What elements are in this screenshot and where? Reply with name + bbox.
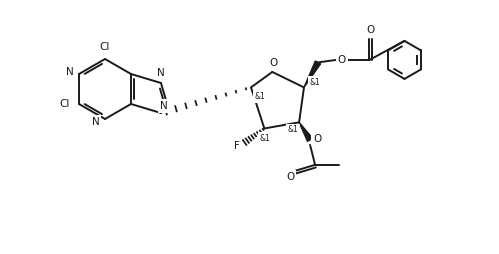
Text: Cl: Cl bbox=[60, 99, 70, 109]
Text: O: O bbox=[286, 172, 294, 182]
Text: &1: &1 bbox=[288, 125, 298, 134]
Text: N: N bbox=[160, 101, 167, 111]
Text: &1: &1 bbox=[254, 92, 265, 101]
Text: O: O bbox=[269, 58, 278, 68]
Text: O: O bbox=[313, 134, 321, 144]
Text: N: N bbox=[66, 67, 73, 76]
Text: N: N bbox=[157, 68, 165, 78]
Text: &1: &1 bbox=[309, 78, 320, 87]
Text: O: O bbox=[366, 25, 375, 35]
Polygon shape bbox=[299, 122, 312, 141]
Polygon shape bbox=[304, 61, 320, 87]
Text: F: F bbox=[234, 141, 240, 151]
Text: &1: &1 bbox=[260, 134, 271, 143]
Text: O: O bbox=[338, 55, 346, 65]
Text: N: N bbox=[92, 117, 99, 126]
Text: Cl: Cl bbox=[100, 41, 110, 52]
